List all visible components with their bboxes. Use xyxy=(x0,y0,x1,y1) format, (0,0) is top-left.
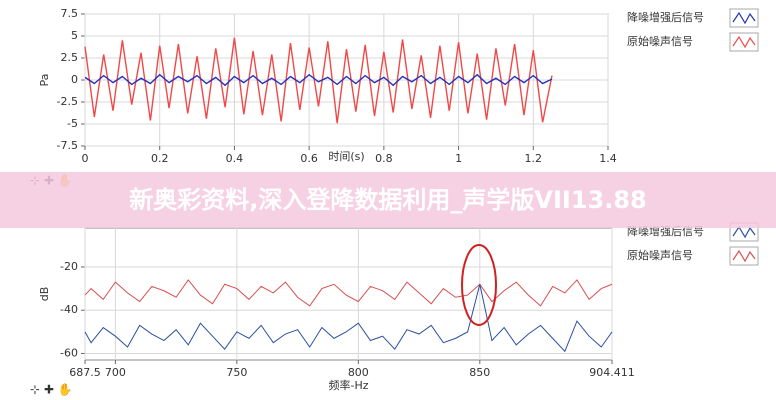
x-tick-label: 700 xyxy=(105,366,126,379)
y-axis-label: dB xyxy=(38,287,51,302)
series-line xyxy=(84,284,613,353)
highlight-ring xyxy=(461,244,497,326)
chart: -7.5 -5 -2.5 0 2.5 5 7.5 0 0.2 0.4 0.6 0.8 1 1.2 1.4 时间… xyxy=(38,7,759,165)
x-tick-label: 0.4 xyxy=(226,152,244,165)
x-tick-label: 800 xyxy=(348,366,369,379)
legend-label: 降噪增强后信号 xyxy=(627,10,704,24)
x-tick-label: 750 xyxy=(226,366,247,379)
y-tick-label: 2.5 xyxy=(61,51,79,64)
x-tick-label: 0.6 xyxy=(300,152,318,165)
series-line xyxy=(84,37,553,124)
legend-swatch-box xyxy=(729,246,759,266)
x-tick-label: 0.2 xyxy=(151,152,169,165)
legend-swatch-box xyxy=(729,8,759,28)
legend-swatch xyxy=(732,225,756,239)
legend-label: 原始噪声信号 xyxy=(627,248,693,262)
banner-text: 新奥彩资料,深入登降数据利用_声学版VII13.88 xyxy=(129,186,646,214)
x-tick-label: 1.2 xyxy=(525,152,543,165)
toolbar-icons: ⊹ ✚ ✋ xyxy=(30,383,73,397)
legend-swatch xyxy=(732,249,756,263)
chart: -60 -40 -20 687.5 700 750 800 850 904.411 频率-Hz dB… xyxy=(38,222,759,392)
y-tick-label: -7.5 xyxy=(57,139,78,152)
x-tick-label: 904.411 xyxy=(589,366,635,379)
y-tick-label: -5 xyxy=(67,117,78,130)
x-tick-label: 850 xyxy=(469,366,490,379)
x-axis-label: 时间(s) xyxy=(328,150,364,163)
y-tick-label: 0 xyxy=(71,73,78,86)
x-tick-label: 0.8 xyxy=(375,152,393,165)
y-tick-label: -40 xyxy=(60,303,78,316)
y-tick-label: -2.5 xyxy=(57,95,78,108)
x-tick-label: 1.4 xyxy=(599,152,617,165)
y-axis-label: Pa xyxy=(38,74,51,87)
x-tick-label: 0 xyxy=(82,152,89,165)
y-tick-label: -60 xyxy=(60,347,78,360)
series-line xyxy=(84,73,553,87)
banner-band xyxy=(0,172,776,228)
y-tick-label: -20 xyxy=(60,260,78,273)
y-tick-label: 5 xyxy=(71,29,78,42)
legend-swatch-box xyxy=(729,32,759,52)
series-line xyxy=(84,279,613,307)
legend-label: 原始噪声信号 xyxy=(627,34,693,48)
y-tick-label: 7.5 xyxy=(61,7,79,20)
x-tick-label: 687.5 xyxy=(69,366,101,379)
legend-swatch xyxy=(732,11,756,25)
x-axis-label: 频率-Hz xyxy=(328,378,368,392)
x-tick-label: 1 xyxy=(455,152,462,165)
legend-swatch xyxy=(732,35,756,49)
